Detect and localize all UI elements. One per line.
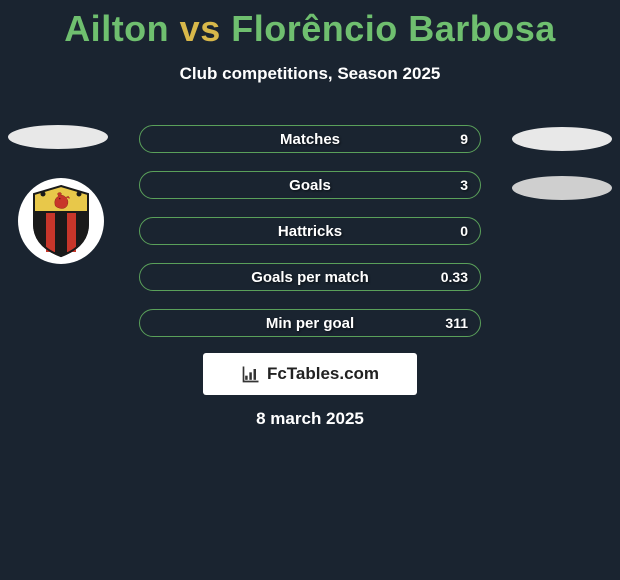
player2-club-slot	[512, 176, 612, 200]
subtitle: Club competitions, Season 2025	[0, 64, 620, 84]
stat-value: 0.33	[441, 269, 468, 285]
watermark: FcTables.com	[203, 353, 417, 395]
player2-avatar-slot	[512, 127, 612, 151]
stats-container: Matches 9 Goals 3 Hattricks 0 Goals per …	[139, 125, 481, 355]
stat-label: Goals	[289, 177, 331, 194]
date-text: 8 march 2025	[0, 409, 620, 429]
stat-value: 3	[460, 177, 468, 193]
stat-value: 9	[460, 131, 468, 147]
stat-row-goals: Goals 3	[139, 171, 481, 199]
stat-row-hattricks: Hattricks 0	[139, 217, 481, 245]
stat-value: 0	[460, 223, 468, 239]
watermark-text: FcTables.com	[267, 364, 379, 384]
stat-row-goals-per-match: Goals per match 0.33	[139, 263, 481, 291]
player1-avatar-slot	[8, 125, 108, 149]
stat-value: 311	[445, 315, 468, 331]
stat-label: Hattricks	[278, 223, 342, 240]
stat-row-min-per-goal: Min per goal 311	[139, 309, 481, 337]
stat-row-matches: Matches 9	[139, 125, 481, 153]
title-player1: Ailton	[64, 8, 179, 49]
stat-label: Min per goal	[266, 315, 354, 332]
title-vs: vs	[180, 8, 221, 49]
chart-icon	[241, 364, 261, 384]
club-shield-icon	[30, 184, 92, 258]
title-player2: Florêncio Barbosa	[221, 8, 556, 49]
stat-label: Matches	[280, 131, 340, 148]
stat-label: Goals per match	[251, 269, 369, 286]
player1-club-badge	[18, 178, 104, 264]
page-title: Ailton vs Florêncio Barbosa	[0, 0, 620, 50]
